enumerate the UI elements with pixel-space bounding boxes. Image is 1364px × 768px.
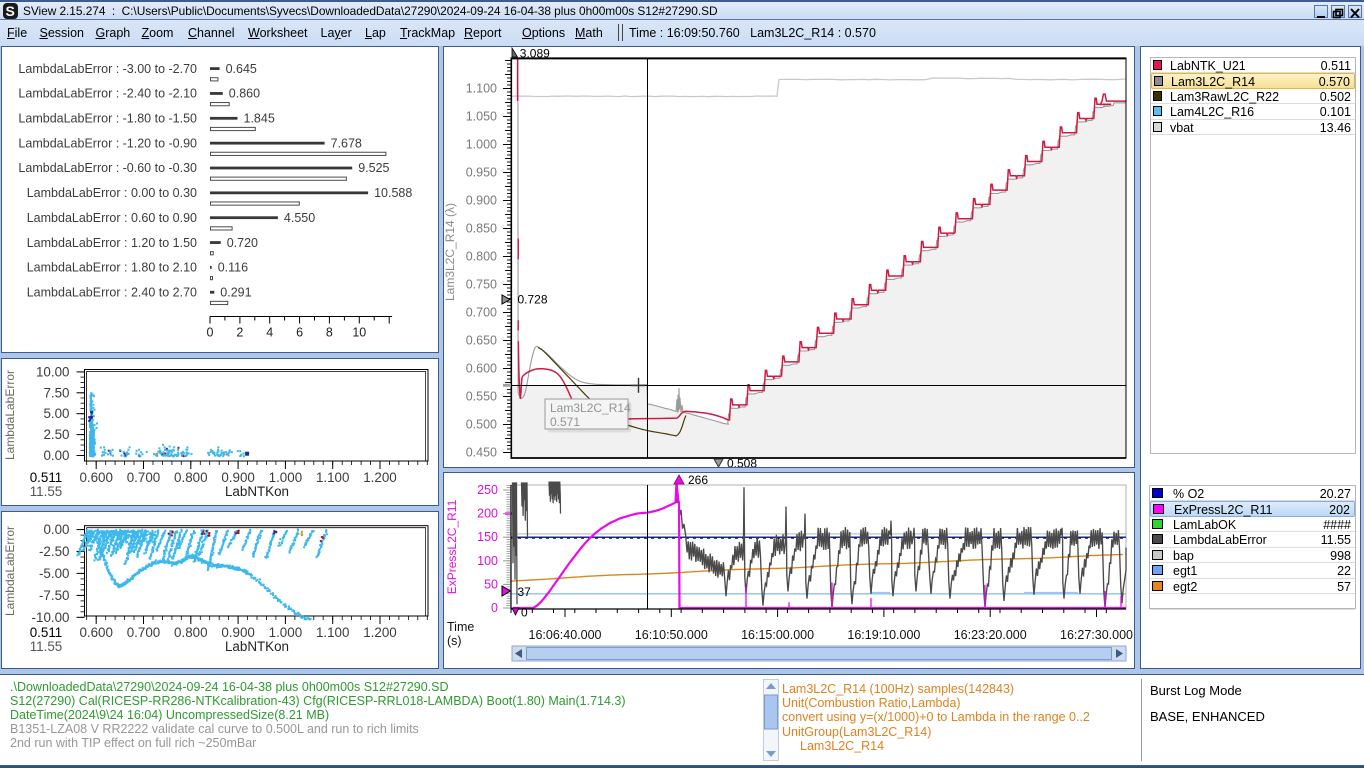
svg-text:1.000: 1.000 <box>269 625 303 640</box>
svg-text:-10.00: -10.00 <box>32 610 70 625</box>
svg-text:0.900: 0.900 <box>466 194 497 208</box>
svg-text:10.588: 10.588 <box>374 186 412 200</box>
svg-text:0.700: 0.700 <box>127 625 161 640</box>
svg-text:4: 4 <box>266 326 273 340</box>
svg-text:11.55: 11.55 <box>30 484 63 499</box>
svg-text:8: 8 <box>326 326 333 340</box>
svg-text:Lam3L2C_R14 (λ): Lam3L2C_R14 (λ) <box>444 203 457 301</box>
svg-text:0.508: 0.508 <box>727 457 757 468</box>
svg-text:10: 10 <box>352 326 366 340</box>
svg-text:LambdaLabError : -0.60 to -0.3: LambdaLabError : -0.60 to -0.30 <box>18 161 197 175</box>
svg-text:0.900: 0.900 <box>221 625 255 640</box>
svg-text:1.000: 1.000 <box>466 138 497 152</box>
svg-text:3.089: 3.089 <box>520 47 550 61</box>
svg-text:50: 50 <box>484 577 498 591</box>
svg-text:0: 0 <box>521 606 528 620</box>
svg-text:LambdaLabError : -3.00 to -2.7: LambdaLabError : -3.00 to -2.70 <box>18 62 197 76</box>
svg-text:LambdaLabError: LambdaLabError <box>3 526 17 616</box>
svg-text:LambdaLabError: LambdaLabError <box>3 370 17 460</box>
svg-text:0.600: 0.600 <box>79 625 113 640</box>
svg-text:0.900: 0.900 <box>221 470 255 485</box>
svg-text:6: 6 <box>296 326 303 340</box>
svg-text:0.650: 0.650 <box>466 334 497 348</box>
svg-text:LambdaLabError : -1.20 to -0.9: LambdaLabError : -1.20 to -0.90 <box>18 136 197 150</box>
svg-text:16:15:00.000: 16:15:00.000 <box>741 628 814 642</box>
svg-text:0.720: 0.720 <box>227 236 258 250</box>
svg-text:Lam3L2C_R14: Lam3L2C_R14 <box>550 401 631 415</box>
svg-text:-5.00: -5.00 <box>39 566 70 581</box>
svg-text:0: 0 <box>491 601 498 615</box>
svg-text:LambdaLabError : 2.40 to 2.70: LambdaLabError : 2.40 to 2.70 <box>27 285 197 299</box>
svg-text:0.950: 0.950 <box>466 166 497 180</box>
svg-text:37: 37 <box>518 585 532 599</box>
svg-text:(s): (s) <box>447 634 462 648</box>
svg-text:1.050: 1.050 <box>466 110 497 124</box>
svg-text:16:06:40.000: 16:06:40.000 <box>529 628 602 642</box>
svg-text:0: 0 <box>207 326 214 340</box>
svg-text:0.116: 0.116 <box>218 261 248 275</box>
svg-text:16:10:50.000: 16:10:50.000 <box>635 628 708 642</box>
svg-text:0.800: 0.800 <box>174 625 208 640</box>
svg-text:250: 250 <box>477 483 498 497</box>
svg-text:1.100: 1.100 <box>466 82 497 96</box>
svg-text:7.678: 7.678 <box>331 136 362 150</box>
svg-text:150: 150 <box>477 530 498 544</box>
svg-text:LambdaLabError : 0.60 to 0.90: LambdaLabError : 0.60 to 0.90 <box>27 211 197 225</box>
svg-text:7.50: 7.50 <box>43 385 69 400</box>
svg-text:1.200: 1.200 <box>363 625 397 640</box>
svg-text:0.291: 0.291 <box>220 285 251 299</box>
svg-text:16:27:30.000: 16:27:30.000 <box>1060 628 1133 642</box>
svg-text:266: 266 <box>688 473 708 487</box>
svg-text:0.800: 0.800 <box>174 470 208 485</box>
svg-text:LambdaLabError : 1.20 to 1.50: LambdaLabError : 1.20 to 1.50 <box>27 236 197 250</box>
svg-text:16:23:20.000: 16:23:20.000 <box>954 628 1027 642</box>
svg-text:16:19:10.000: 16:19:10.000 <box>847 628 920 642</box>
svg-text:0.00: 0.00 <box>43 448 69 463</box>
svg-text:1.100: 1.100 <box>316 470 350 485</box>
svg-text:0.450: 0.450 <box>466 446 497 460</box>
svg-text:LambdaLabError : 0.00 to 0.30: LambdaLabError : 0.00 to 0.30 <box>27 186 197 200</box>
svg-text:10.00: 10.00 <box>36 364 70 379</box>
svg-text:0.511: 0.511 <box>30 625 63 640</box>
svg-text:100: 100 <box>477 554 498 568</box>
svg-text:0.700: 0.700 <box>466 306 497 320</box>
svg-text:1.845: 1.845 <box>244 112 275 126</box>
svg-text:4.550: 4.550 <box>284 211 315 225</box>
svg-text:0.750: 0.750 <box>466 278 497 292</box>
svg-text:LambdaLabError : 1.80 to 2.10: LambdaLabError : 1.80 to 2.10 <box>27 261 197 275</box>
svg-text:0.728: 0.728 <box>518 293 548 307</box>
svg-text:2.50: 2.50 <box>43 427 69 442</box>
svg-text:0.571: 0.571 <box>550 415 580 429</box>
svg-text:0.700: 0.700 <box>127 470 161 485</box>
svg-text:0.511: 0.511 <box>30 470 63 485</box>
svg-text:-2.50: -2.50 <box>39 544 70 559</box>
svg-text:0.600: 0.600 <box>466 362 497 376</box>
svg-text:0.550: 0.550 <box>466 390 497 404</box>
svg-text:2: 2 <box>236 326 243 340</box>
svg-text:LambdaLabError : -2.40 to -2.1: LambdaLabError : -2.40 to -2.10 <box>18 87 197 101</box>
svg-text:-7.50: -7.50 <box>39 588 70 603</box>
svg-text:LabNTKon: LabNTKon <box>225 639 289 654</box>
svg-text:0.600: 0.600 <box>79 470 113 485</box>
svg-text:0.850: 0.850 <box>466 222 497 236</box>
svg-text:0.00: 0.00 <box>43 522 69 537</box>
svg-text:5.00: 5.00 <box>43 406 69 421</box>
svg-text:LambdaLabError : -1.80 to -1.5: LambdaLabError : -1.80 to -1.50 <box>18 112 197 126</box>
svg-text:LabNTKon: LabNTKon <box>225 484 289 499</box>
svg-text:9.525: 9.525 <box>358 161 389 175</box>
svg-text:0.500: 0.500 <box>466 418 497 432</box>
svg-text:200: 200 <box>477 507 498 521</box>
svg-text:0.800: 0.800 <box>466 250 497 264</box>
svg-text:1.000: 1.000 <box>269 470 303 485</box>
svg-text:0.645: 0.645 <box>226 62 257 76</box>
svg-text:1.100: 1.100 <box>316 625 350 640</box>
svg-text:Time: Time <box>447 620 474 634</box>
svg-text:ExPressL2C_R11: ExPressL2C_R11 <box>445 499 459 594</box>
svg-text:1.200: 1.200 <box>363 470 397 485</box>
svg-text:0.860: 0.860 <box>229 87 260 101</box>
svg-text:11.55: 11.55 <box>30 639 63 654</box>
